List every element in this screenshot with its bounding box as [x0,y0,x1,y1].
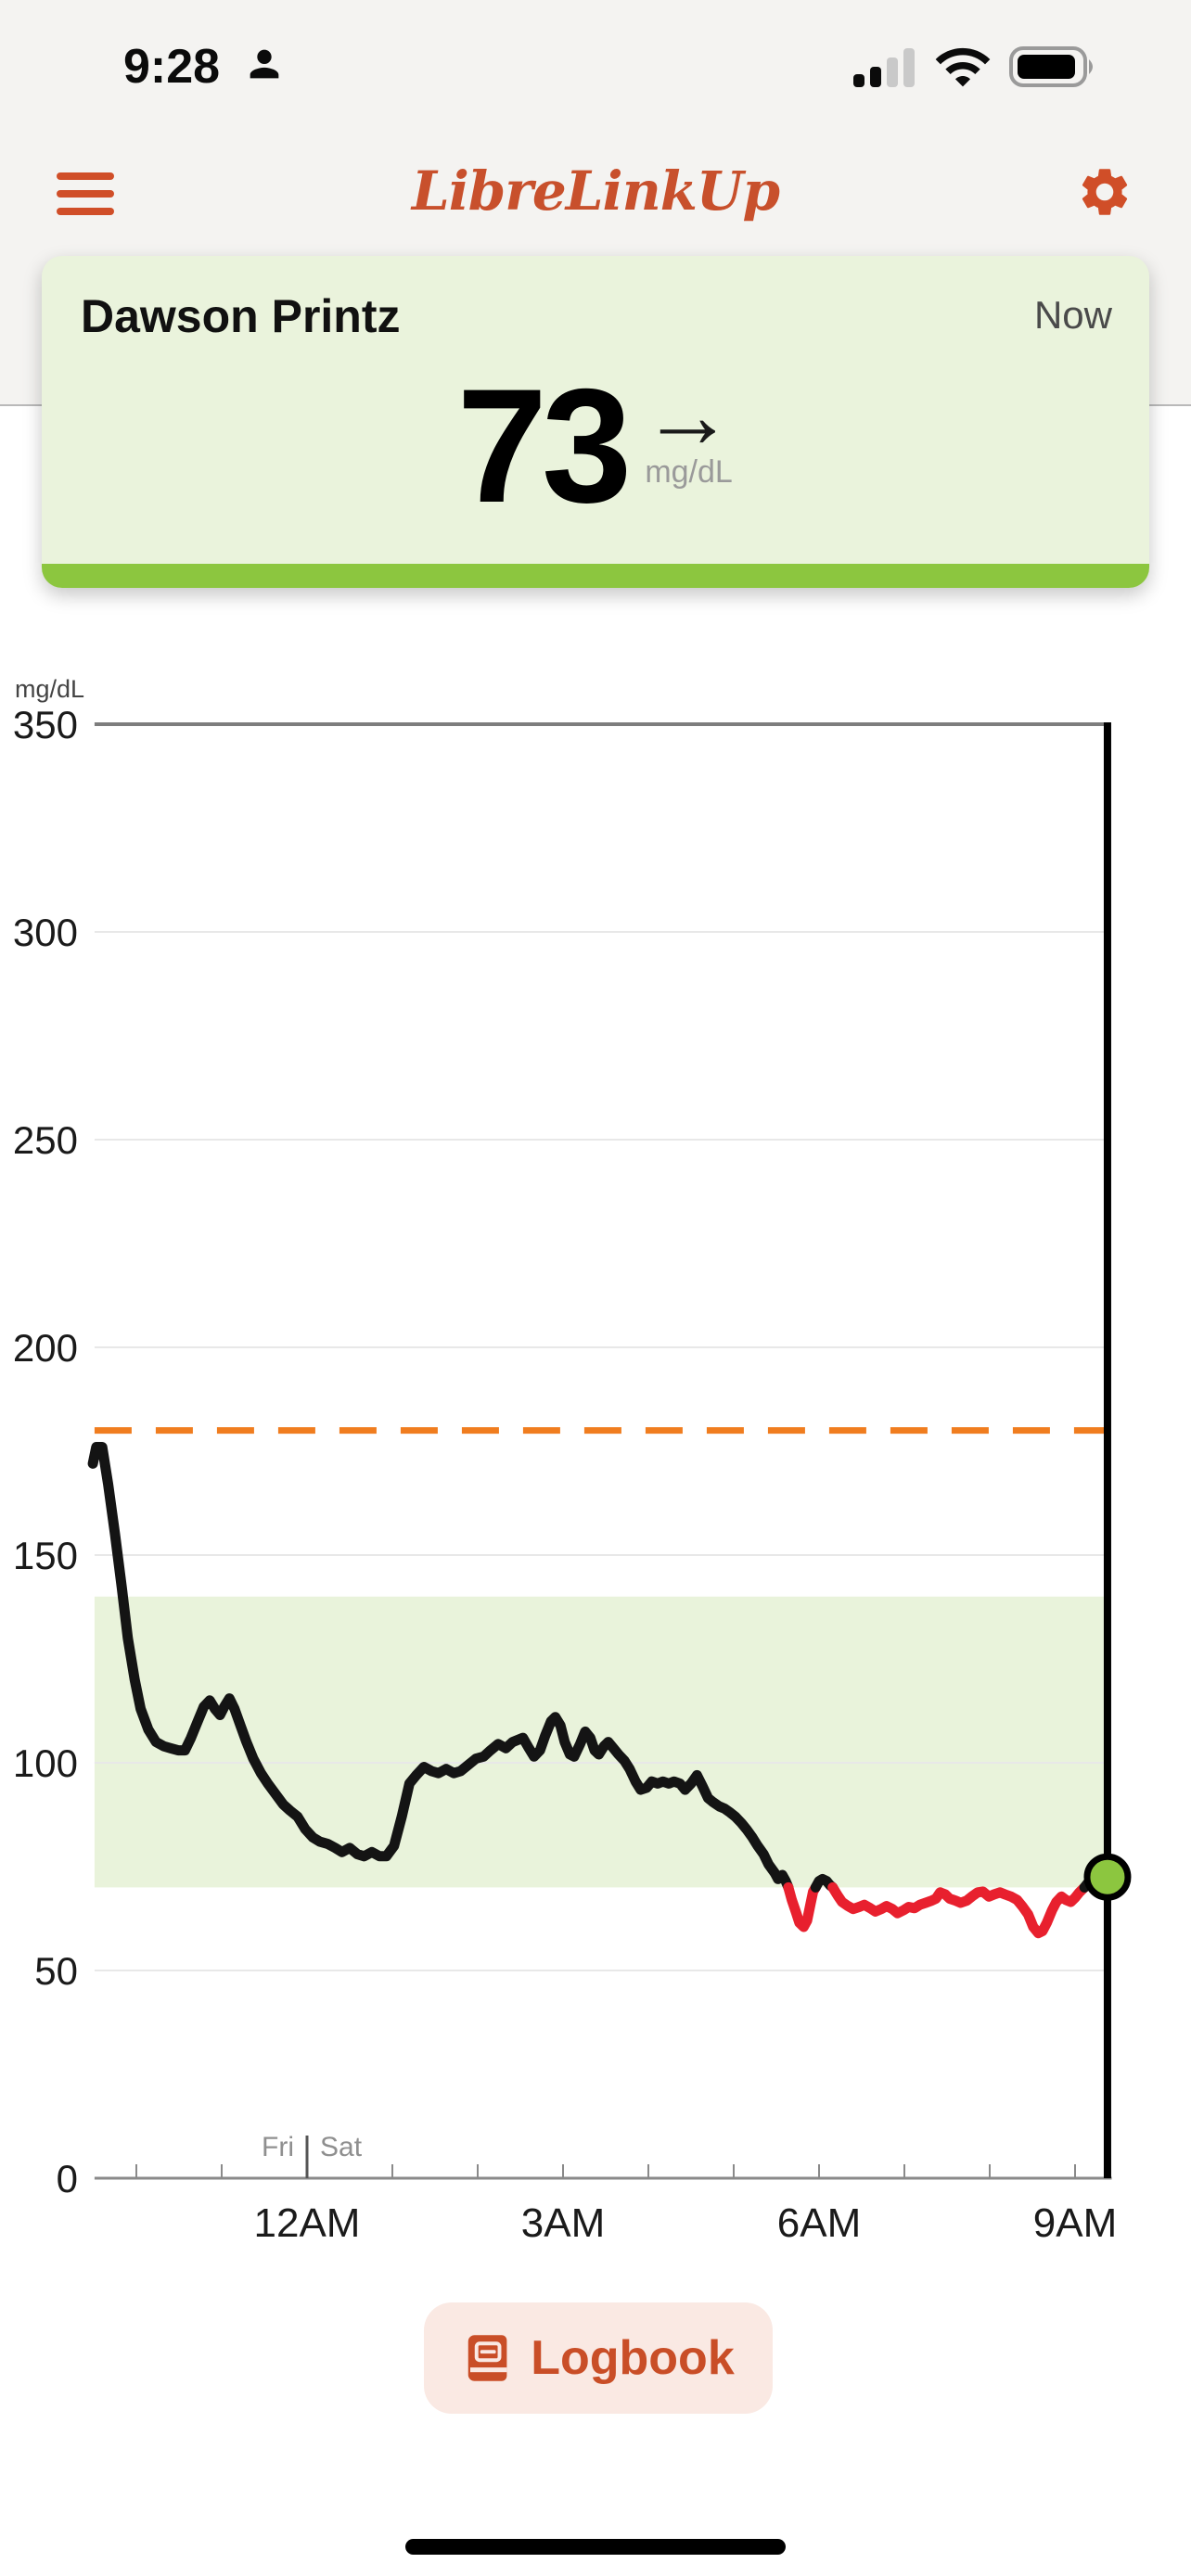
glucose-value: 73 [456,356,633,537]
cellular-signal-icon [853,48,915,87]
gear-icon [1082,169,1128,215]
glucose-trace-low [783,1881,821,1932]
status-bar: 9:28 [0,0,1191,102]
person-icon [250,49,279,79]
y-tick-label: 200 [13,1326,78,1370]
glucose-reading: 73 → mg/dL [42,365,1149,528]
in-range-status-bar [42,564,1149,588]
y-tick-label: 300 [13,911,78,954]
glucose-unit: mg/dL [645,454,733,490]
app-title: LibreLinkUp [411,159,780,223]
day-label-fri: Fri [262,2132,294,2162]
x-tick-label: 12AM [254,2200,361,2246]
patient-name: Dawson Printz [81,290,401,342]
settings-button[interactable] [1076,163,1133,221]
reading-timestamp: Now [1033,293,1112,337]
y-tick-label: 100 [13,1741,78,1785]
glucose-trace-low [827,1881,1090,1939]
wifi-icon [935,47,991,87]
y-tick-label: 250 [13,1118,78,1162]
x-tick-label: 9AM [1033,2200,1117,2246]
day-label-sat: Sat [320,2132,363,2162]
battery-icon [1009,46,1093,87]
hamburger-menu-icon [57,172,114,180]
book-icon [467,2335,507,2381]
logbook-label: Logbook [531,2331,735,2385]
current-reading-dot [1083,1853,1132,1901]
y-tick-label: 150 [13,1534,78,1577]
y-axis-unit-label: mg/dL [15,675,84,703]
logbook-button[interactable]: Logbook [424,2302,773,2414]
patient-card[interactable]: Dawson Printz Now 73 → mg/dL [42,256,1149,588]
y-tick-label: 0 [57,2157,78,2200]
glucose-trace [87,1442,794,1893]
y-tick-label: 50 [34,1949,78,1993]
menu-button[interactable] [57,172,116,215]
home-indicator[interactable] [405,2539,786,2555]
status-time: 9:28 [123,40,221,94]
x-tick-label: 3AM [521,2200,605,2246]
x-tick-label: 6AM [777,2200,861,2246]
trend-steady-arrow-icon: → [641,363,735,467]
y-tick-label: 350 [13,703,78,746]
